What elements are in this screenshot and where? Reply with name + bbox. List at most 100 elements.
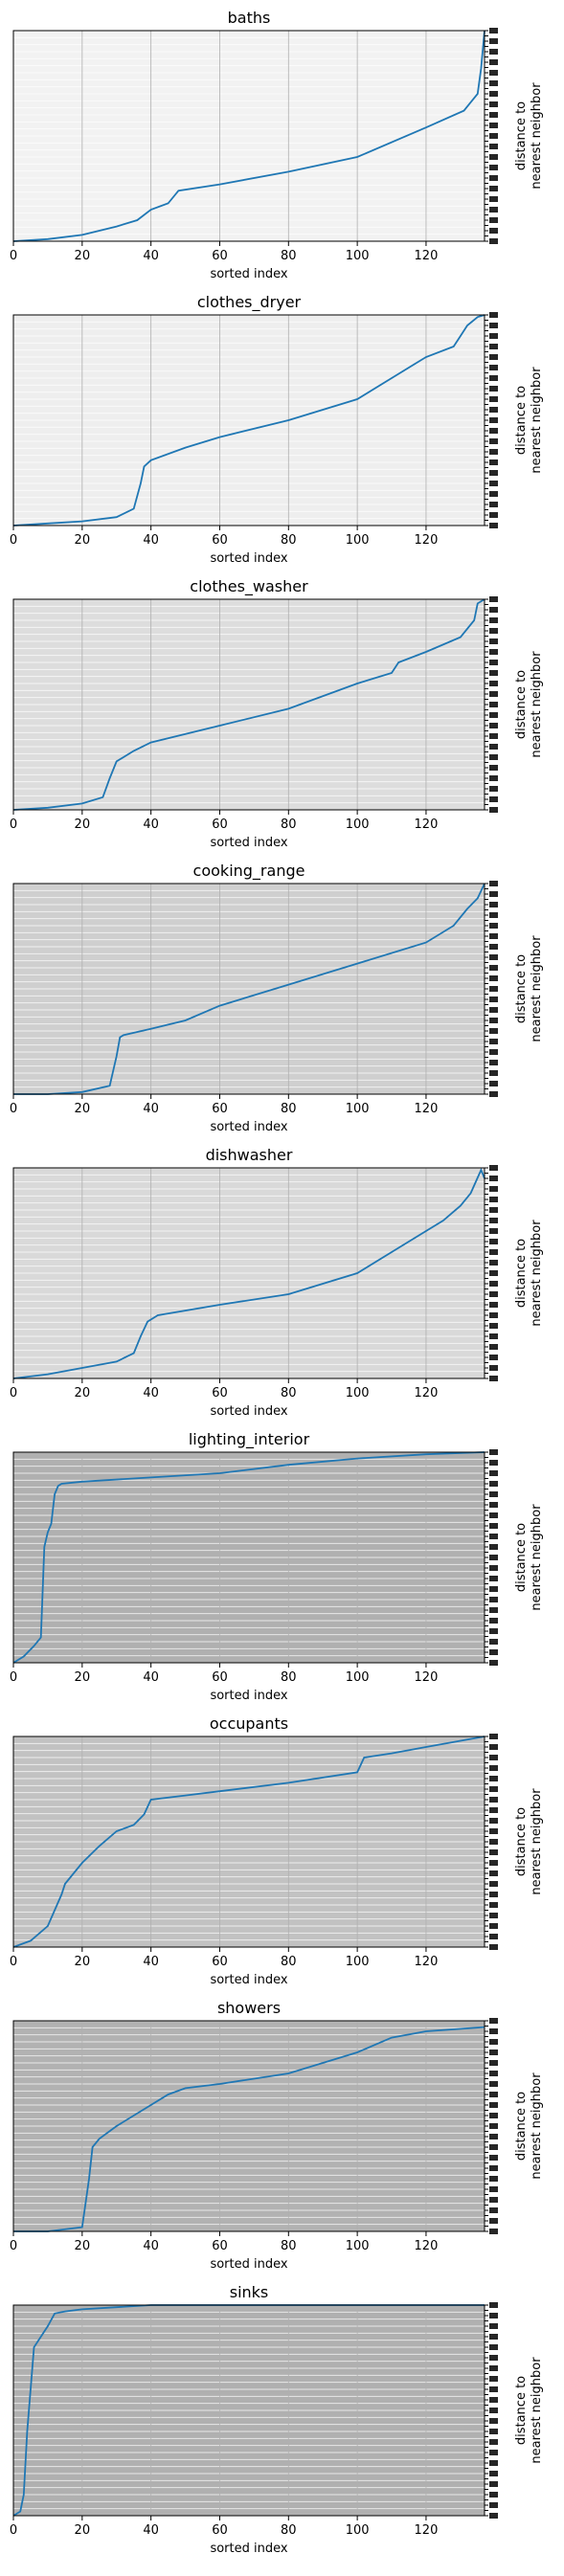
chart-8: sinks 0 20 40 60 80 100 120 sorted index distance… [10, 2283, 544, 2556]
y-axis-label: distance tonearest neighbor [514, 2072, 544, 2180]
x-axis-label: sorted index [210, 1973, 287, 1987]
x-tick-label: 0 [10, 1102, 17, 1116]
y-axis-label: distance tonearest neighbor [514, 651, 544, 758]
x-tick-label: 80 [281, 1102, 297, 1116]
x-tick-label: 100 [346, 1670, 370, 1685]
x-tick-label: 120 [415, 1386, 439, 1400]
y-axis-label: distance tonearest neighbor [514, 1220, 544, 1327]
x-tick-label: 60 [212, 1955, 228, 1969]
chart-title: occupants [210, 1714, 288, 1733]
chart-0: baths 0 20 40 60 80 100 120 sorted index distance… [10, 9, 544, 281]
x-tick-label: 80 [281, 1386, 297, 1400]
chart-title: clothes_washer [190, 577, 308, 596]
x-tick-label: 0 [10, 1955, 17, 1969]
x-axis-label: sorted index [210, 267, 287, 281]
x-tick-label: 60 [212, 818, 228, 832]
x-tick-label: 80 [281, 818, 297, 832]
x-tick-label: 40 [143, 1670, 159, 1685]
y-tick-strip [485, 312, 498, 528]
y-tick-strip [485, 28, 498, 244]
y-tick-strip [485, 1449, 498, 1666]
chart-title: lighting_interior [189, 1430, 310, 1449]
y-tick-strip [485, 1165, 498, 1381]
x-tick-label: 100 [346, 533, 370, 548]
series-line [12, 314, 485, 526]
x-tick-label: 80 [281, 249, 297, 263]
y-axis-label: distance tonearest neighbor [514, 82, 544, 190]
series-line [12, 598, 485, 811]
y-tick-strip [485, 596, 498, 813]
y-tick-strip [485, 2018, 498, 2234]
x-tick-label: 40 [143, 533, 159, 548]
x-tick-label: 0 [10, 2239, 17, 2253]
x-tick-label: 20 [75, 1955, 91, 1969]
x-tick-label: 20 [75, 533, 91, 548]
series-line [12, 1167, 485, 1379]
x-axis-label: sorted index [210, 836, 287, 850]
chart-4: dishwasher 0 20 40 60 80 100 120 sorted index dis… [10, 1146, 544, 1419]
x-tick-label: 80 [281, 533, 297, 548]
x-tick-label: 20 [75, 818, 91, 832]
chart-3: cooking_range 0 20 40 60 80 100 120 sorted index… [10, 862, 544, 1134]
series-line [12, 1451, 485, 1664]
chart-6: occupants 0 20 40 60 80 100 120 sorted index dist… [10, 1714, 544, 1987]
x-tick-label: 120 [415, 249, 439, 263]
x-tick-label: 100 [346, 2523, 370, 2538]
x-tick-label: 80 [281, 2523, 297, 2538]
x-tick-label: 60 [212, 1386, 228, 1400]
chart-1: clothes_dryer 0 20 40 60 80 100 120 sorted index… [10, 293, 544, 566]
chart-7: showers 0 20 40 60 80 100 120 sorted index distan… [10, 1999, 544, 2272]
x-axis-label: sorted index [210, 1404, 287, 1419]
x-tick-label: 120 [415, 2239, 439, 2253]
y-axis-label: distance tonearest neighbor [514, 2357, 544, 2464]
x-axis-label: sorted index [210, 1689, 287, 1703]
x-tick-label: 20 [75, 1670, 91, 1685]
x-tick-label: 40 [143, 818, 159, 832]
x-tick-label: 0 [10, 1670, 17, 1685]
chart-2: clothes_washer 0 20 40 60 80 100 120 sorted inde… [10, 577, 544, 850]
x-axis-label: sorted index [210, 2257, 287, 2272]
x-tick-label: 100 [346, 2239, 370, 2253]
x-tick-label: 120 [415, 1955, 439, 1969]
x-tick-label: 100 [346, 1955, 370, 1969]
x-axis-label: sorted index [210, 2542, 287, 2556]
x-tick-label: 60 [212, 2239, 228, 2253]
y-tick-strip [485, 2302, 498, 2519]
chart-5: lighting_interior 0 20 40 60 80 100 120 sorted i… [10, 1430, 544, 1703]
chart-title: cooking_range [193, 862, 305, 881]
y-axis-label: distance tonearest neighbor [514, 367, 544, 474]
x-tick-label: 80 [281, 1955, 297, 1969]
x-tick-label: 0 [10, 2523, 17, 2538]
x-tick-label: 20 [75, 2523, 91, 2538]
series-line [13, 883, 485, 1095]
x-tick-label: 40 [143, 2239, 159, 2253]
chart-title: sinks [230, 2283, 269, 2301]
y-axis-label: distance tonearest neighbor [514, 1788, 544, 1895]
x-tick-label: 80 [281, 1670, 297, 1685]
chart-title: dishwasher [206, 1146, 293, 1164]
x-tick-label: 100 [346, 1386, 370, 1400]
x-tick-label: 40 [143, 2523, 159, 2538]
series-line [13, 2026, 485, 2232]
x-tick-label: 0 [10, 818, 17, 832]
x-tick-label: 0 [10, 533, 17, 548]
y-tick-strip [485, 881, 498, 1097]
chart-title: baths [228, 9, 271, 27]
x-tick-label: 80 [281, 2239, 297, 2253]
x-tick-label: 60 [212, 2523, 228, 2538]
x-tick-label: 20 [75, 249, 91, 263]
series-line [12, 30, 485, 242]
x-tick-label: 0 [10, 1386, 17, 1400]
x-tick-label: 120 [415, 1102, 439, 1116]
x-tick-label: 60 [212, 1102, 228, 1116]
y-axis-label: distance tonearest neighbor [514, 1504, 544, 1611]
y-axis-label: distance tonearest neighbor [514, 935, 544, 1042]
x-tick-label: 120 [415, 818, 439, 832]
x-tick-label: 20 [75, 2239, 91, 2253]
x-tick-label: 40 [143, 1386, 159, 1400]
x-tick-label: 20 [75, 1102, 91, 1116]
x-tick-label: 120 [415, 533, 439, 548]
x-axis-label: sorted index [210, 551, 287, 566]
x-tick-label: 40 [143, 249, 159, 263]
